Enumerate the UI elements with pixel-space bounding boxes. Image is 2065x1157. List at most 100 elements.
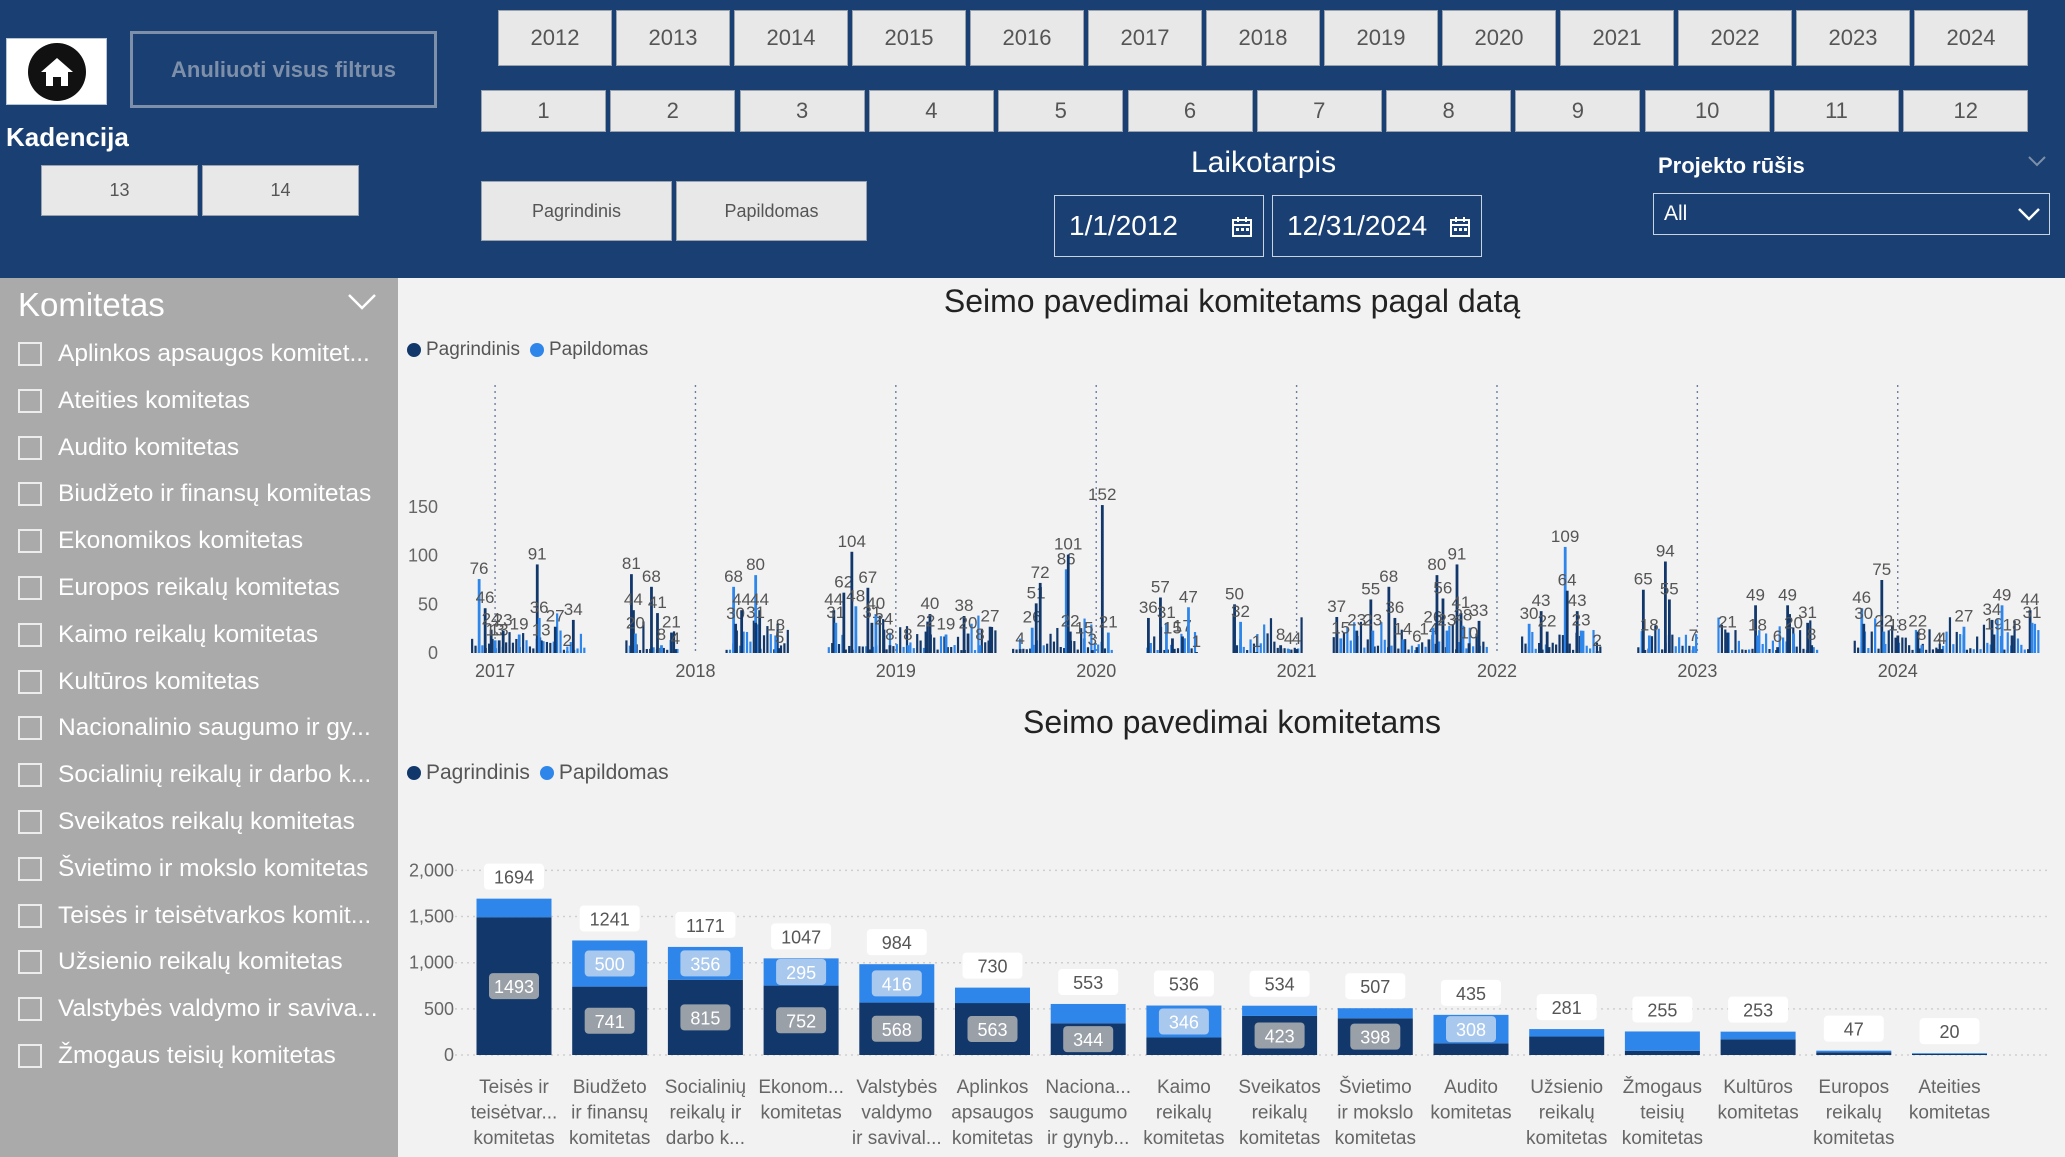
date-bar[interactable] xyxy=(728,649,732,653)
date-bar[interactable] xyxy=(1874,618,1877,653)
date-bar[interactable] xyxy=(1255,652,1259,653)
date-bar[interactable] xyxy=(638,650,642,653)
date-bar[interactable] xyxy=(1747,649,1751,653)
date-bar[interactable] xyxy=(1083,618,1086,653)
date-bar[interactable] xyxy=(1034,603,1038,653)
date-bar[interactable] xyxy=(1592,630,1595,653)
date-bar[interactable] xyxy=(1904,637,1907,653)
date-bar[interactable] xyxy=(988,626,992,653)
year-option-2021[interactable]: 2021 xyxy=(1560,10,1674,66)
date-bar[interactable] xyxy=(1349,640,1352,653)
date-bar[interactable] xyxy=(471,638,474,653)
date-bar[interactable] xyxy=(1935,647,1938,653)
date-bar[interactable] xyxy=(1059,647,1062,653)
date-bar[interactable] xyxy=(549,642,552,653)
date-bar[interactable] xyxy=(827,647,830,653)
date-bar[interactable] xyxy=(1030,627,1034,653)
date-bar[interactable] xyxy=(1726,632,1729,653)
date-bar[interactable] xyxy=(905,626,909,653)
date-bar[interactable] xyxy=(841,634,844,653)
date-bar[interactable] xyxy=(1366,639,1369,653)
date-bar[interactable] xyxy=(725,649,728,653)
date-bar[interactable] xyxy=(1373,646,1376,653)
legend-item-papildomas[interactable]: Papildomas xyxy=(539,761,669,785)
date-bar[interactable] xyxy=(1558,634,1561,653)
date-bar[interactable] xyxy=(1688,645,1691,653)
date-bar[interactable] xyxy=(579,633,583,653)
date-bar[interactable] xyxy=(1256,634,1259,653)
date-bar[interactable] xyxy=(535,564,539,653)
date-bar[interactable] xyxy=(1103,648,1107,653)
date-bar[interactable] xyxy=(1468,627,1471,653)
date-bar[interactable] xyxy=(1599,646,1602,653)
date-bar[interactable] xyxy=(739,645,742,653)
date-bar[interactable] xyxy=(1046,643,1049,653)
committee-bar-group[interactable]: 752 295 1047 xyxy=(763,923,839,1055)
date-bar[interactable] xyxy=(1018,649,1022,653)
date-bar[interactable] xyxy=(1076,649,1079,653)
date-bar[interactable] xyxy=(1776,647,1780,653)
date-bar[interactable] xyxy=(1545,631,1549,653)
date-bar[interactable] xyxy=(1692,646,1695,653)
date-bar[interactable] xyxy=(505,642,508,653)
date-bar[interactable] xyxy=(1768,648,1771,653)
date-bar[interactable] xyxy=(1754,605,1757,653)
date-bar[interactable] xyxy=(1195,652,1198,653)
date-bar[interactable] xyxy=(2006,632,2009,653)
checkbox[interactable] xyxy=(18,342,42,366)
date-bar[interactable] xyxy=(946,647,949,653)
bar-segment-pagrindinis[interactable] xyxy=(1912,1053,1987,1055)
date-bar[interactable] xyxy=(1477,620,1481,653)
date-bar[interactable] xyxy=(1029,648,1032,653)
date-bar[interactable] xyxy=(854,606,858,653)
date-bar[interactable] xyxy=(1431,627,1435,653)
date-bar[interactable] xyxy=(1911,649,1914,653)
date-bar[interactable] xyxy=(885,649,888,653)
date-bar[interactable] xyxy=(1644,649,1647,653)
month-option-6[interactable]: 6 xyxy=(1127,90,1253,132)
date-bar[interactable] xyxy=(844,649,847,653)
date-bar[interactable] xyxy=(936,649,939,653)
date-bar[interactable] xyxy=(628,645,631,653)
date-bar[interactable] xyxy=(1663,561,1667,653)
type-option-pagrindinis[interactable]: Pagrindinis xyxy=(481,181,672,241)
date-bar[interactable] xyxy=(2037,630,2040,653)
checkbox[interactable] xyxy=(18,763,42,788)
year-option-2013[interactable]: 2013 xyxy=(616,10,730,66)
date-bar[interactable] xyxy=(1575,611,1579,653)
date-bar[interactable] xyxy=(1637,647,1640,653)
date-bar[interactable] xyxy=(1297,648,1300,653)
date-bar[interactable] xyxy=(652,647,655,653)
date-bar[interactable] xyxy=(1404,639,1407,653)
date-bar[interactable] xyxy=(745,631,749,653)
date-bar[interactable] xyxy=(1938,643,1941,653)
date-bar[interactable] xyxy=(994,630,997,653)
date-bar[interactable] xyxy=(545,641,549,653)
date-bar[interactable] xyxy=(1097,644,1100,653)
date-bar[interactable] xyxy=(1674,646,1677,653)
date-bar[interactable] xyxy=(1681,645,1684,653)
date-bar[interactable] xyxy=(1724,629,1727,653)
month-option-10[interactable]: 10 xyxy=(1644,90,1770,132)
date-bar[interactable] xyxy=(1459,613,1463,653)
date-bar[interactable] xyxy=(1279,645,1283,653)
home-button[interactable] xyxy=(6,38,107,105)
date-bar[interactable] xyxy=(939,636,943,653)
date-bar[interactable] xyxy=(1176,648,1180,653)
checkbox[interactable] xyxy=(18,482,42,507)
date-bar[interactable] xyxy=(1393,617,1397,653)
date-bar[interactable] xyxy=(1417,644,1420,653)
date-bar[interactable] xyxy=(834,622,838,653)
date-bar[interactable] xyxy=(1246,650,1249,653)
date-bar[interactable] xyxy=(1565,590,1569,653)
date-bar[interactable] xyxy=(922,647,926,653)
date-bar[interactable] xyxy=(660,645,663,653)
committee-bar-group[interactable]: 346 536 xyxy=(1146,970,1222,1055)
date-bar[interactable] xyxy=(1401,639,1405,653)
date-bar[interactable] xyxy=(1455,564,1459,653)
date-bar[interactable] xyxy=(953,645,956,653)
date-bar[interactable] xyxy=(756,624,759,653)
kadencija-option-13[interactable]: 13 xyxy=(41,165,198,216)
date-bar[interactable] xyxy=(1948,617,1952,653)
date-bar[interactable] xyxy=(1263,624,1266,653)
